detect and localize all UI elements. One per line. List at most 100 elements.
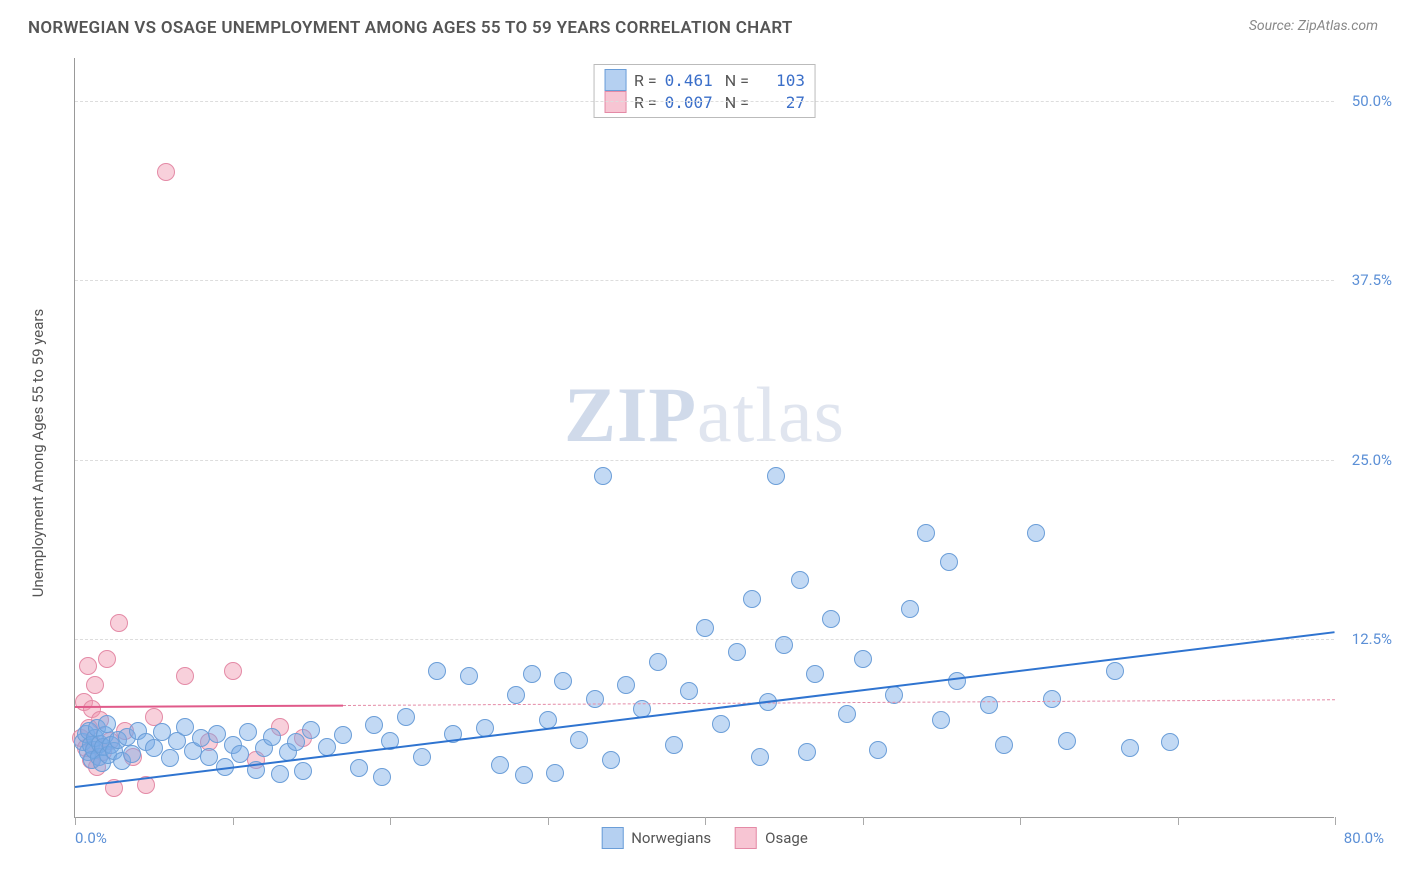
- chart-container: Unemployment Among Ages 55 to 59 years Z…: [56, 58, 1376, 848]
- correlation-legend: R = 0.461 N = 103 R = 0.007 N = 27: [593, 64, 816, 118]
- data-point: [602, 751, 620, 769]
- series-legend: Norwegians Osage: [601, 827, 808, 849]
- data-point: [318, 738, 336, 756]
- x-axis-min-label: 0.0%: [75, 829, 107, 847]
- data-point: [86, 676, 104, 694]
- data-point: [373, 768, 391, 786]
- data-point: [822, 610, 840, 628]
- watermark-zip: ZIP: [564, 371, 697, 458]
- swatch-norwegians: [604, 69, 626, 91]
- x-tick: [548, 817, 549, 825]
- data-point: [161, 749, 179, 767]
- data-point: [570, 731, 588, 749]
- data-point: [798, 743, 816, 761]
- n-value-norwegians: 103: [757, 71, 805, 90]
- data-point: [869, 741, 887, 759]
- gridline: [75, 639, 1334, 640]
- data-point: [176, 718, 194, 736]
- data-point: [515, 766, 533, 784]
- data-point: [791, 571, 809, 589]
- data-point: [491, 756, 509, 774]
- x-tick: [1020, 817, 1021, 825]
- data-point: [665, 736, 683, 754]
- data-point: [838, 705, 856, 723]
- y-tick-label: 50.0%: [1352, 92, 1392, 110]
- legend-label-osage: Osage: [765, 829, 808, 847]
- data-point: [263, 728, 281, 746]
- data-point: [948, 672, 966, 690]
- data-point: [932, 711, 950, 729]
- data-point: [854, 650, 872, 668]
- x-tick: [233, 817, 234, 825]
- watermark-atlas: atlas: [697, 371, 845, 458]
- data-point: [239, 723, 257, 741]
- watermark: ZIPatlas: [564, 370, 845, 460]
- data-point: [917, 524, 935, 542]
- data-point: [413, 748, 431, 766]
- y-tick-label: 12.5%: [1352, 630, 1392, 648]
- data-point: [460, 667, 478, 685]
- data-point: [98, 715, 116, 733]
- data-point: [1058, 732, 1076, 750]
- data-point: [294, 762, 312, 780]
- data-point: [539, 711, 557, 729]
- x-axis-max-label: 80.0%: [1344, 829, 1384, 847]
- data-point: [617, 676, 635, 694]
- y-tick-label: 37.5%: [1352, 271, 1392, 289]
- data-point: [350, 759, 368, 777]
- data-point: [208, 725, 226, 743]
- data-point: [1121, 739, 1139, 757]
- data-point: [365, 716, 383, 734]
- data-point: [995, 736, 1013, 754]
- data-point: [767, 467, 785, 485]
- legend-item-norwegians: Norwegians: [601, 827, 711, 849]
- r-label: R =: [634, 71, 657, 90]
- data-point: [696, 619, 714, 637]
- data-point: [546, 764, 564, 782]
- y-axis-label: Unemployment Among Ages 55 to 59 years: [29, 309, 47, 597]
- data-point: [680, 682, 698, 700]
- data-point: [806, 665, 824, 683]
- data-point: [728, 643, 746, 661]
- data-point: [743, 590, 761, 608]
- trend-line: [343, 699, 1335, 706]
- data-point: [1043, 690, 1061, 708]
- data-point: [1027, 524, 1045, 542]
- data-point: [302, 721, 320, 739]
- data-point: [940, 553, 958, 571]
- x-tick: [1335, 817, 1336, 825]
- gridline: [75, 460, 1334, 461]
- data-point: [980, 696, 998, 714]
- x-tick: [390, 817, 391, 825]
- swatch-osage-icon: [735, 827, 757, 849]
- data-point: [649, 653, 667, 671]
- data-point: [397, 708, 415, 726]
- gridline: [75, 101, 1334, 102]
- data-point: [1106, 662, 1124, 680]
- data-point: [157, 163, 175, 181]
- y-tick-label: 25.0%: [1352, 451, 1392, 469]
- data-point: [287, 733, 305, 751]
- data-point: [334, 726, 352, 744]
- x-tick: [863, 817, 864, 825]
- r-value-norwegians: 0.461: [665, 71, 713, 90]
- x-tick: [705, 817, 706, 825]
- data-point: [428, 662, 446, 680]
- legend-item-osage: Osage: [735, 827, 808, 849]
- legend-row-norwegians: R = 0.461 N = 103: [604, 69, 805, 91]
- x-tick: [75, 817, 76, 825]
- data-point: [586, 690, 604, 708]
- x-tick: [1178, 817, 1179, 825]
- data-point: [98, 650, 116, 668]
- data-point: [507, 686, 525, 704]
- data-point: [1161, 733, 1179, 751]
- data-point: [554, 672, 572, 690]
- swatch-norwegians-icon: [601, 827, 623, 849]
- source-name: ZipAtlas.com: [1298, 18, 1378, 34]
- data-point: [224, 662, 242, 680]
- gridline: [75, 280, 1334, 281]
- data-point: [594, 467, 612, 485]
- data-point: [901, 600, 919, 618]
- chart-title: NORWEGIAN VS OSAGE UNEMPLOYMENT AMONG AG…: [28, 18, 793, 38]
- source-attribution: Source: ZipAtlas.com: [1249, 18, 1378, 34]
